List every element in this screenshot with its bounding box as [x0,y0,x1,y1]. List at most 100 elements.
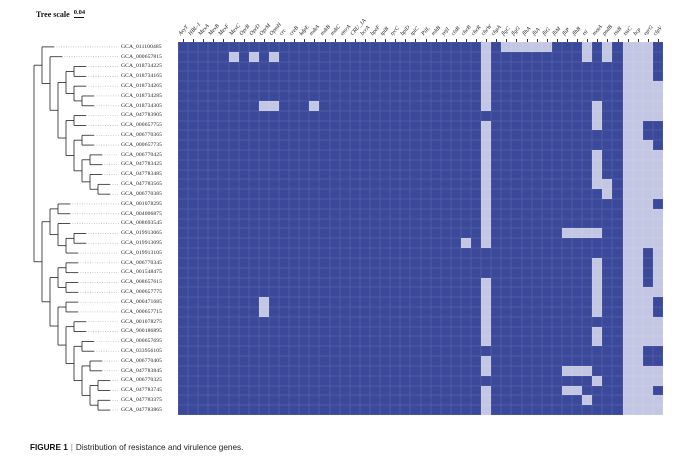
heatmap-cell-dark [471,317,481,327]
heatmap-cell-dark [269,287,279,297]
heatmap-cell-dark [410,356,420,366]
heatmap-cell-light [632,287,643,298]
heatmap-cell-light [652,149,663,160]
heatmap-cell-dark [501,248,511,258]
heatmap-cell-dark [501,386,511,396]
heatmap-cell-dark [309,366,319,376]
heatmap-cell-dark [330,287,340,297]
heatmap-cell-dark [542,52,552,62]
heatmap-cell-dark [229,71,239,81]
heatmap-cell-dark [501,81,511,91]
heatmap-cell-dark [289,228,299,238]
heatmap-cell-dark [249,376,259,386]
heatmap-cell-dark [552,228,562,238]
heatmap-cell-dark [390,91,400,101]
heatmap-cell-light [652,326,663,337]
heatmap-cell-dark [208,189,218,199]
heatmap-cell-dark [400,160,410,170]
heatmap-cell-dark [421,386,431,396]
column-label: flhA [521,26,532,37]
heatmap-cell-dark [188,130,198,140]
heatmap-cell-dark [451,81,461,91]
heatmap-cell-dark [330,42,340,52]
column-tick [183,38,185,42]
heatmap-cell-dark [208,327,218,337]
heatmap-cell-dark [501,71,511,81]
heatmap-cell-dark [380,179,390,189]
heatmap-cell-dark [289,62,299,72]
heatmap-cell-dark [178,248,188,258]
heatmap-cell-dark [370,336,380,346]
heatmap-cell-dark [249,307,259,317]
heatmap-cell-dark [309,52,319,62]
heatmap-cell-dark [319,228,329,238]
heatmap-cell-dark [259,278,269,288]
heatmap-cell-light [642,326,653,337]
heatmap-cell-dark [289,297,299,307]
heatmap-cell-dark [431,346,441,356]
heatmap-cell-light [582,228,593,239]
heatmap-cell-dark [340,91,350,101]
heatmap-cell-dark [340,297,350,307]
heatmap-cell-dark [592,317,602,327]
heatmap-cell-dark [400,81,410,91]
heatmap-cell-dark [360,287,370,297]
column-tick [556,38,558,42]
heatmap-cell-dark [522,209,532,219]
heatmap-cell-dark [390,317,400,327]
heatmap-cell-dark [511,317,521,327]
heatmap-cell-dark [229,228,239,238]
heatmap-cell-dark [572,248,582,258]
heatmap-cell-dark [542,336,552,346]
heatmap-cell-dark [410,189,420,199]
heatmap-cell-light [481,277,492,288]
heatmap-cell-dark [259,356,269,366]
row-label: GCA_001078275 [121,318,163,325]
heatmap-cell-dark [249,199,259,209]
heatmap-cell-dark [522,317,532,327]
heatmap-cell-dark [532,219,542,229]
heatmap-cell-dark [218,297,228,307]
heatmap-cell-dark [451,336,461,346]
heatmap-cell-dark [380,189,390,199]
heatmap-cell-dark [653,121,663,131]
heatmap-cell-dark [501,121,511,131]
heatmap-cell-dark [461,376,471,386]
heatmap-cell-dark [501,189,511,199]
heatmap-cell-dark [562,62,572,72]
heatmap-cell-dark [592,130,602,140]
heatmap-cell-dark [612,395,622,405]
heatmap-cell-dark [269,356,279,366]
heatmap-cell-dark [542,111,552,121]
heatmap-cell-dark [612,219,622,229]
heatmap-cell-dark [289,346,299,356]
heatmap-cell-dark [421,248,431,258]
column-tick [243,38,245,42]
heatmap-cell-dark [178,258,188,268]
heatmap-cell-dark [653,386,663,396]
heatmap-cell-dark [279,179,289,189]
heatmap-cell-light [228,51,239,62]
heatmap-cell-light [642,405,653,415]
heatmap-cell-dark [491,297,501,307]
heatmap-cell-dark [461,42,471,52]
heatmap-cell-dark [461,287,471,297]
heatmap-cell-dark [511,336,521,346]
heatmap-cell-dark [279,71,289,81]
heatmap-cell-dark [380,199,390,209]
heatmap-cell-light [652,81,663,92]
heatmap-cell-dark [451,405,461,415]
heatmap-cell-dark [309,209,319,219]
heatmap-cell-dark [309,111,319,121]
heatmap-cell-dark [350,366,360,376]
heatmap-cell-dark [491,376,501,386]
heatmap-cell-dark [400,307,410,317]
heatmap-cell-dark [501,101,511,111]
heatmap-cell-dark [451,258,461,268]
heatmap-cell-dark [279,258,289,268]
heatmap-cell-dark [218,81,228,91]
heatmap-cell-dark [289,81,299,91]
heatmap-cell-dark [582,209,592,219]
heatmap-cell-light [632,385,643,396]
heatmap-cell-dark [421,91,431,101]
